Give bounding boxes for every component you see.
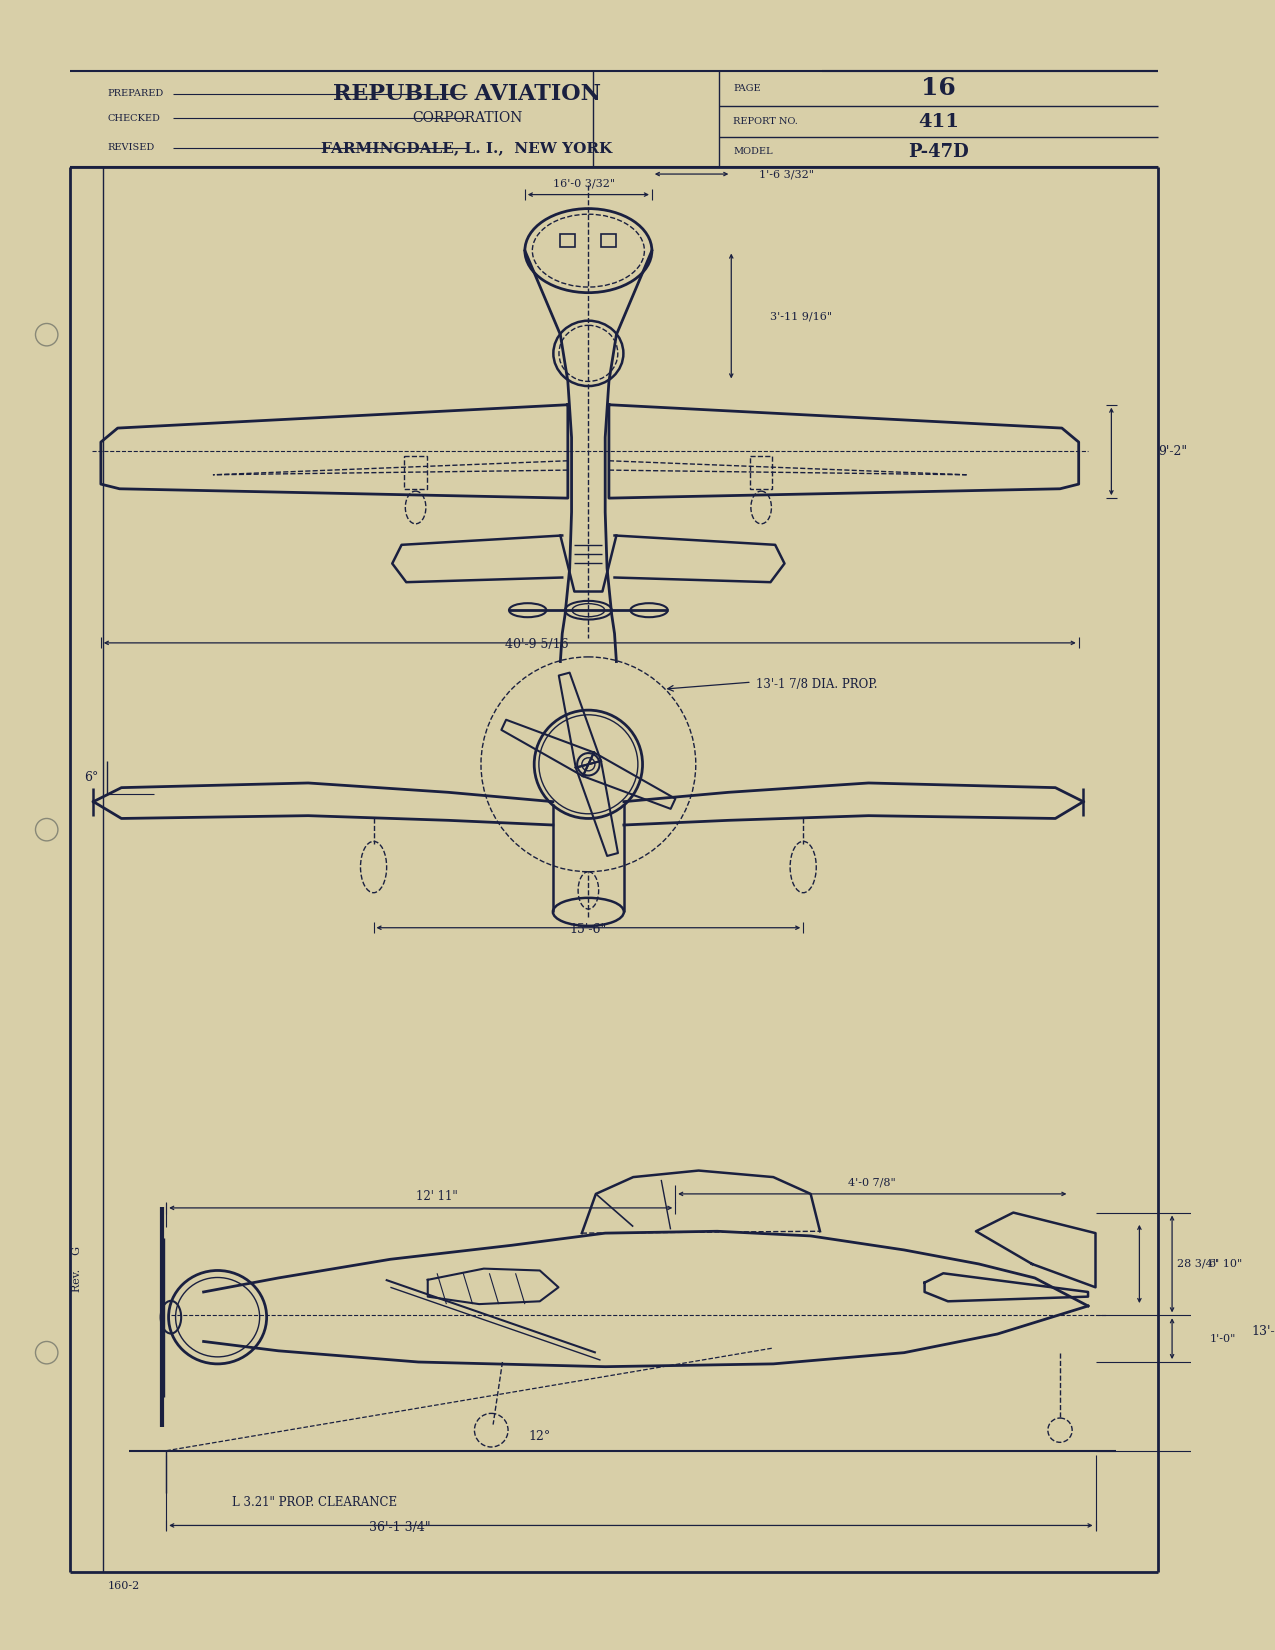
Text: PREPARED: PREPARED	[107, 89, 163, 99]
Text: CHECKED: CHECKED	[107, 114, 161, 122]
Text: 16'-0 3/32": 16'-0 3/32"	[552, 178, 615, 188]
Text: 13'-1 7/8 DIA. PROP.: 13'-1 7/8 DIA. PROP.	[756, 678, 878, 691]
Text: PAGE: PAGE	[733, 84, 761, 92]
Text: 160-2: 160-2	[107, 1581, 140, 1591]
Text: 28 3/4": 28 3/4"	[1177, 1259, 1218, 1269]
Text: REPUBLIC AVIATION: REPUBLIC AVIATION	[333, 82, 601, 104]
Text: REVISED: REVISED	[107, 144, 154, 152]
Text: L 3.21" PROP. CLEARANCE: L 3.21" PROP. CLEARANCE	[232, 1495, 397, 1508]
Text: 4'-0 7/8": 4'-0 7/8"	[848, 1178, 896, 1188]
Text: REPORT NO.: REPORT NO.	[733, 117, 798, 127]
Text: FARMINGDALE, L. I.,  NEW YORK: FARMINGDALE, L. I., NEW YORK	[321, 140, 612, 155]
Text: CORPORATION: CORPORATION	[412, 111, 523, 125]
Text: 12' 11": 12' 11"	[416, 1190, 458, 1203]
Text: 9'-2": 9'-2"	[1158, 446, 1187, 459]
Text: 1'-0": 1'-0"	[1210, 1333, 1235, 1343]
Text: 411: 411	[918, 112, 959, 130]
Text: P-47D: P-47D	[908, 142, 969, 160]
Text: 16: 16	[922, 76, 956, 101]
Text: 3'-11 9/16": 3'-11 9/16"	[770, 310, 833, 322]
Ellipse shape	[36, 323, 57, 346]
Text: 36'-1 3/4": 36'-1 3/4"	[368, 1521, 431, 1535]
Ellipse shape	[36, 1341, 57, 1365]
Text: 15'-6": 15'-6"	[570, 922, 607, 936]
Text: 6' 10": 6' 10"	[1210, 1259, 1243, 1269]
Text: MODEL: MODEL	[733, 147, 773, 157]
Text: 40'-9 5/16: 40'-9 5/16	[505, 639, 569, 652]
Text: Rev.    G: Rev. G	[71, 1246, 82, 1292]
Text: 13'-8": 13'-8"	[1252, 1325, 1275, 1338]
Text: 1'-6 3/32": 1'-6 3/32"	[760, 168, 815, 180]
Text: 6°: 6°	[84, 771, 98, 784]
Text: 12°: 12°	[529, 1431, 551, 1444]
Ellipse shape	[36, 818, 57, 842]
